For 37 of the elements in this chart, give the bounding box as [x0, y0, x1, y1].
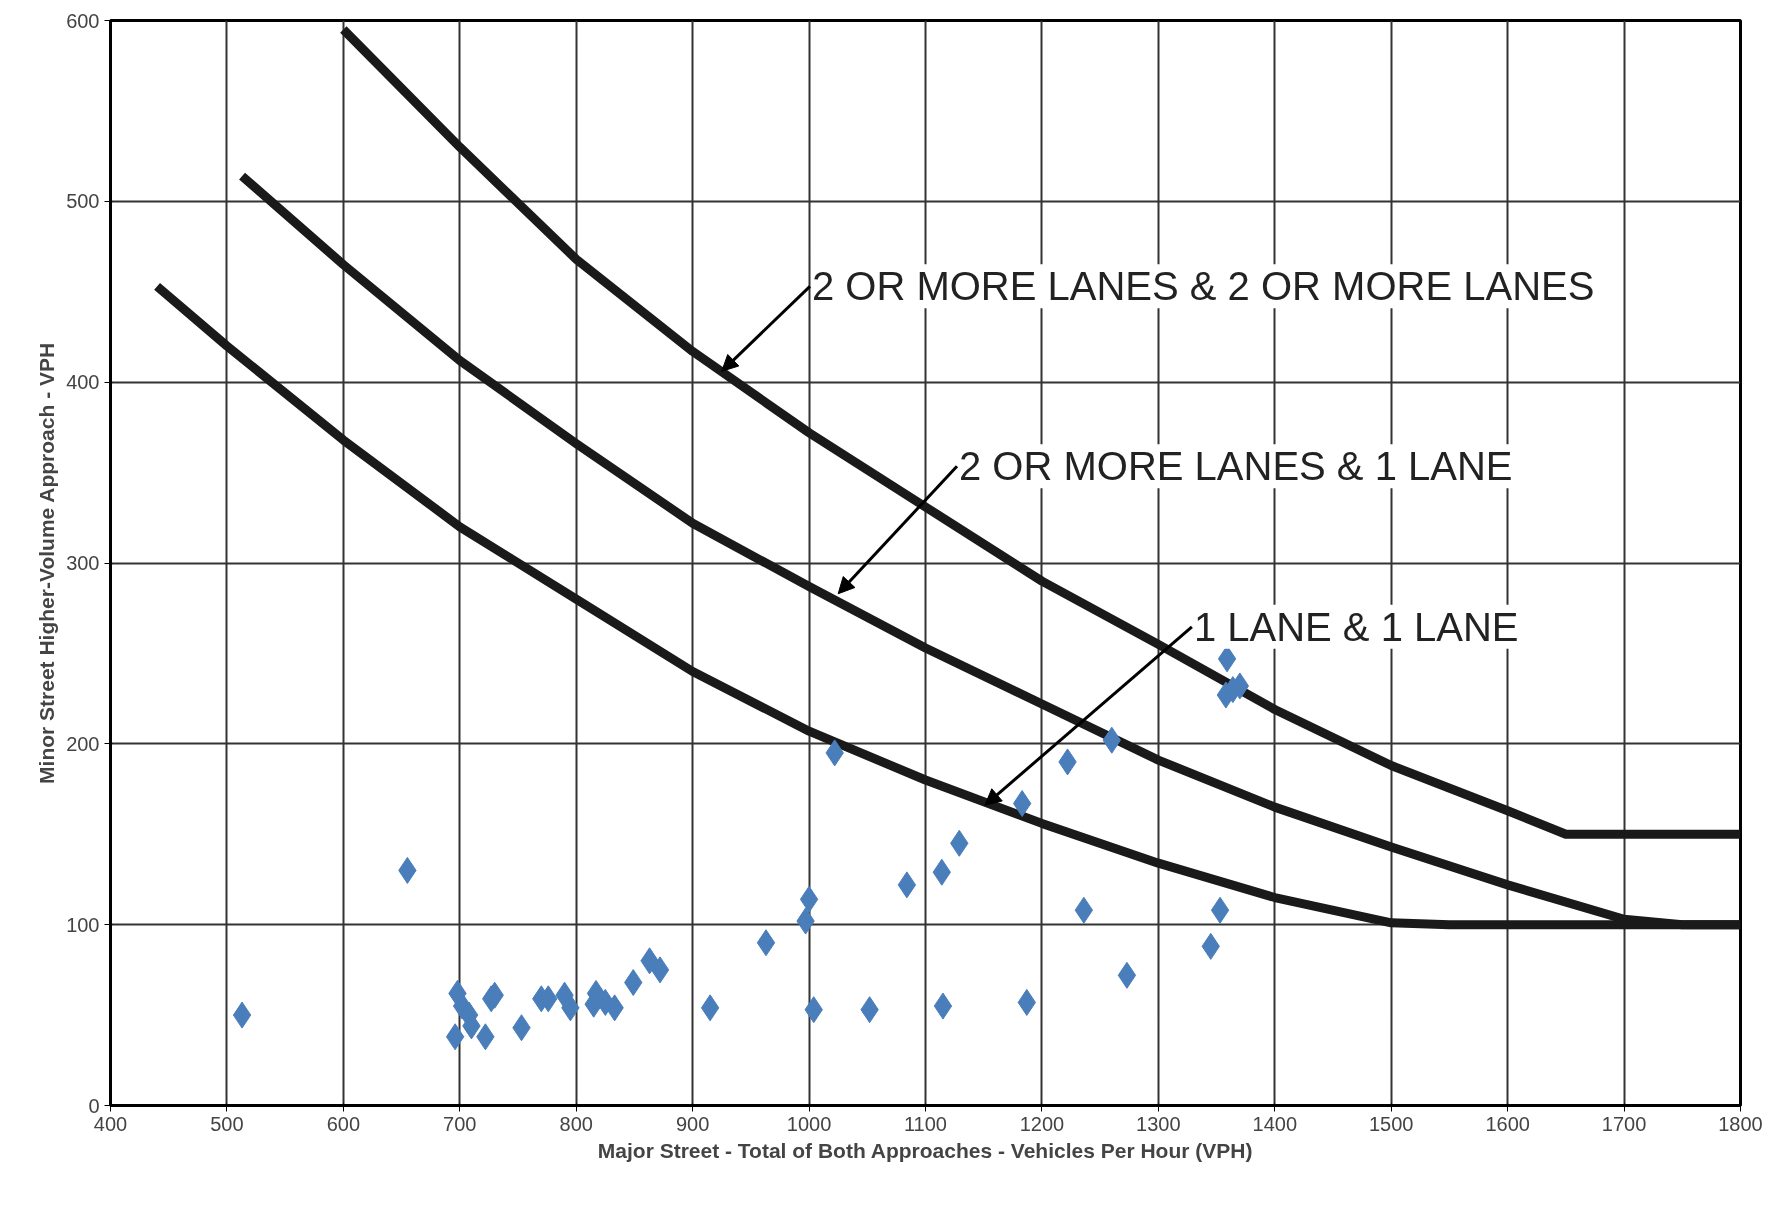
annotation: 2 OR MORE LANES & 1 LANE: [958, 444, 1513, 489]
x-tick-label: 800: [559, 1112, 593, 1135]
x-tick-label: 1300: [1136, 1112, 1181, 1135]
point: [1210, 896, 1230, 924]
point: [897, 871, 917, 899]
y-tick-label: 300: [66, 552, 100, 574]
x-tick-label: 700: [443, 1112, 477, 1135]
annotation: 1 LANE & 1 LANE: [1193, 604, 1519, 649]
point: [799, 885, 819, 913]
point: [445, 1023, 465, 1051]
x-tick-label: 1500: [1368, 1112, 1414, 1135]
point: [1117, 961, 1137, 989]
x-tick-label: 1000: [786, 1112, 832, 1135]
annotation: 2 OR MORE LANES & 2 OR MORE LANES: [811, 264, 1595, 309]
y-tick-label: 200: [66, 732, 100, 755]
y-tick-label: 100: [66, 913, 100, 936]
point: [756, 929, 776, 957]
y-tick-label: 400: [66, 371, 100, 394]
point: [933, 992, 953, 1020]
point: [1012, 790, 1032, 818]
point: [700, 994, 720, 1022]
x-tick-label: 1600: [1485, 1112, 1530, 1135]
x-tick-label: 1700: [1601, 1112, 1647, 1135]
x-tick-label: 1800: [1718, 1112, 1763, 1135]
x-tick-label: 600: [326, 1112, 361, 1135]
x-tick-label: 500: [210, 1112, 244, 1135]
point: [232, 1001, 252, 1029]
y-tick-label: 500: [66, 190, 100, 213]
x-tick-label: 1400: [1252, 1112, 1298, 1135]
x-axis-title: Major Street - Total of Both Approaches - Vehicles Per Hour (VPH): [597, 1138, 1253, 1162]
y-axis-title: Minor Street Higher-Volume Approach - VPH: [35, 342, 59, 784]
x-tick-label: 1100: [904, 1112, 948, 1135]
x-tick-label: 1200: [1019, 1112, 1065, 1135]
point: [650, 956, 670, 984]
point: [1074, 896, 1094, 924]
y-tick-label: 600: [66, 9, 100, 32]
x-tick-label: 900: [675, 1112, 710, 1135]
